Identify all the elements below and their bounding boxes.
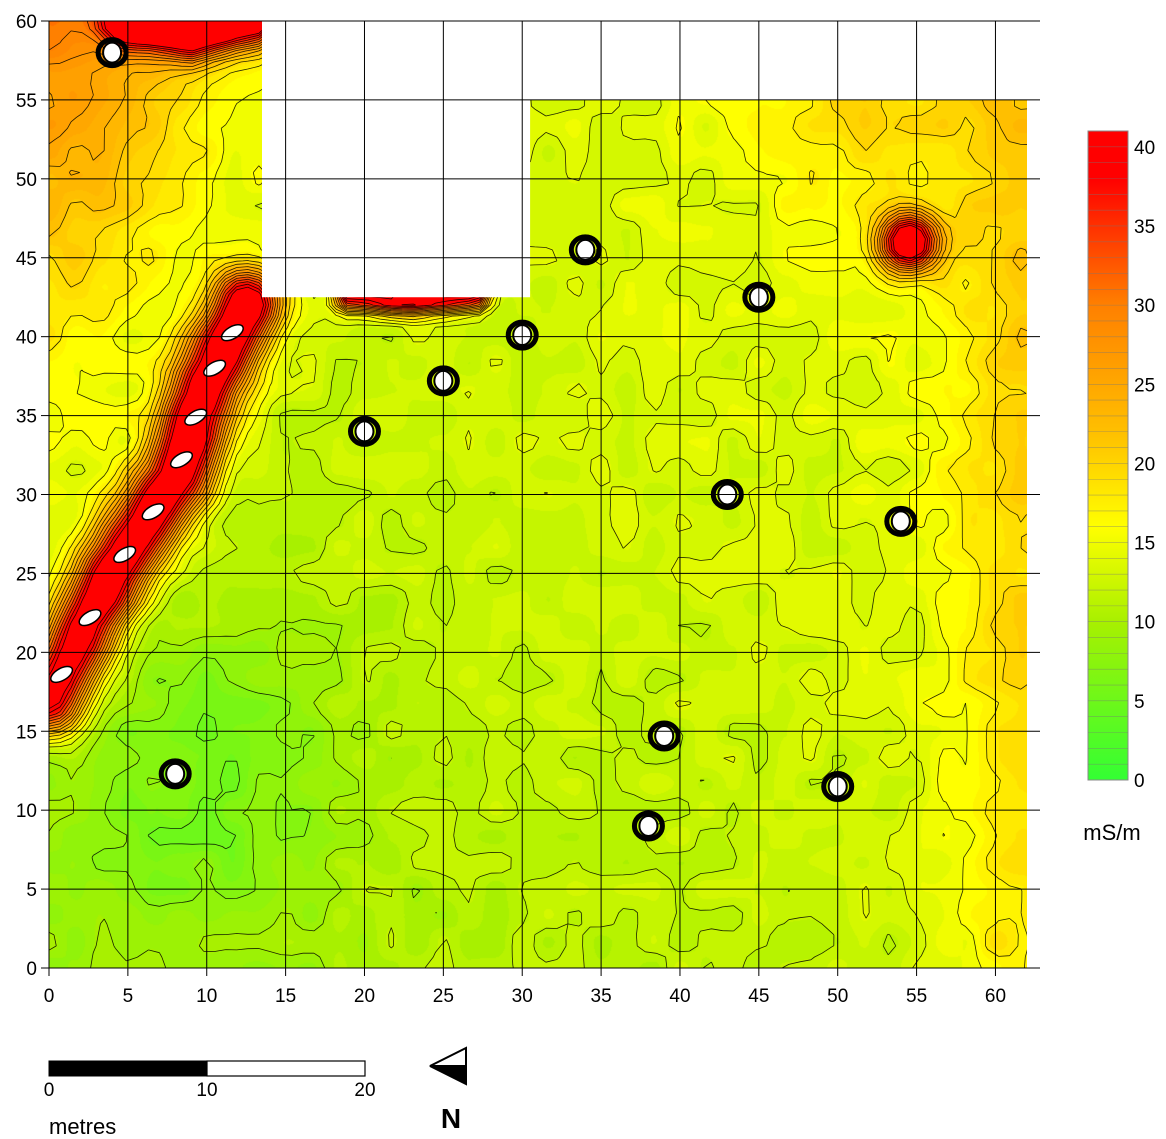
axes: 0 5 10 15 20 25 30 35 40 45 50 55 60 0 5 10 15 20 25 30 35 40… xyxy=(16,12,1006,1007)
y-tick-label: 0 xyxy=(26,959,37,980)
scale-bar-unit: metres xyxy=(49,1114,116,1139)
linear-anomaly-void xyxy=(203,359,227,377)
linear-anomaly-void xyxy=(78,608,102,627)
dipole-anomaly xyxy=(158,758,192,790)
colorbar: 0 5 10 15 20 25 30 35 40 mS/m xyxy=(1083,130,1155,845)
scale-bar-segment-white xyxy=(206,1060,366,1077)
colorbar-ramp xyxy=(1087,130,1129,781)
x-tick-label: 5 xyxy=(123,986,134,1007)
y-tick-label: 30 xyxy=(16,486,37,507)
x-tick-label: 25 xyxy=(433,986,454,1007)
colorbar-tick-label: 10 xyxy=(1134,613,1155,634)
y-tick-label: 50 xyxy=(16,170,37,191)
scale-bar-label-10: 10 xyxy=(196,1080,217,1101)
scale-bar-segment-black xyxy=(48,1060,208,1077)
x-tick-label: 0 xyxy=(44,986,55,1007)
x-tick-label: 20 xyxy=(354,986,375,1007)
x-tick-label: 60 xyxy=(985,986,1006,1007)
colorbar-tick-label: 30 xyxy=(1134,296,1155,317)
dipole-anomaly xyxy=(631,810,665,842)
dipole-anomaly xyxy=(568,234,602,266)
y-tick-label: 15 xyxy=(16,722,37,743)
colorbar-tick-label: 20 xyxy=(1134,454,1155,475)
linear-anomaly-void xyxy=(141,503,165,521)
north-arrow: N xyxy=(429,1046,467,1134)
dipole-anomaly xyxy=(647,720,681,752)
y-tick-label: 35 xyxy=(16,407,37,428)
y-tick-label: 55 xyxy=(16,91,37,112)
y-tick-label: 60 xyxy=(16,12,37,33)
y-tick-label: 20 xyxy=(16,643,37,664)
north-arrow-label: N xyxy=(441,1103,461,1134)
x-tick-label: 10 xyxy=(196,986,217,1007)
x-tick-label: 15 xyxy=(275,986,296,1007)
colorbar-band-lines xyxy=(1088,146,1128,765)
x-tick-label: 40 xyxy=(669,986,690,1007)
x-tick-label: 35 xyxy=(591,986,612,1007)
colorbar-unit-label: mS/m xyxy=(1083,820,1140,845)
scale-bar-label-20: 20 xyxy=(354,1080,375,1101)
colorbar-tick-label: 5 xyxy=(1134,692,1145,713)
x-tick-label: 55 xyxy=(906,986,927,1007)
linear-anomaly-void xyxy=(50,665,74,684)
colorbar-tick-label: 25 xyxy=(1134,375,1155,396)
dipole-anomaly xyxy=(95,37,129,69)
dipole-anomaly xyxy=(884,505,918,537)
y-tick-label: 45 xyxy=(16,249,37,270)
colorbar-ticks: 0 5 10 15 20 25 30 35 40 xyxy=(1134,138,1155,792)
scale-bar-label-0: 0 xyxy=(44,1080,55,1101)
colorbar-tick-label: 35 xyxy=(1134,217,1155,238)
y-tick-label: 25 xyxy=(16,564,37,585)
y-tick-label: 5 xyxy=(26,880,37,901)
colorbar-tick-label: 0 xyxy=(1134,771,1145,792)
north-arrow-icon xyxy=(429,1046,467,1067)
colorbar-tick-label: 40 xyxy=(1134,138,1155,159)
x-tick-label: 30 xyxy=(512,986,533,1007)
north-arrow-icon-dark xyxy=(429,1065,467,1086)
x-tick-label: 45 xyxy=(748,986,769,1007)
y-tick-label: 10 xyxy=(16,801,37,822)
y-tick-label: 40 xyxy=(16,328,37,349)
x-tick-label: 50 xyxy=(827,986,848,1007)
linear-anomaly-void xyxy=(169,451,194,469)
colorbar-tick-label: 15 xyxy=(1134,534,1155,555)
linear-anomaly-void xyxy=(184,408,208,426)
scale-bar: 0 10 20 metres xyxy=(44,1060,376,1139)
